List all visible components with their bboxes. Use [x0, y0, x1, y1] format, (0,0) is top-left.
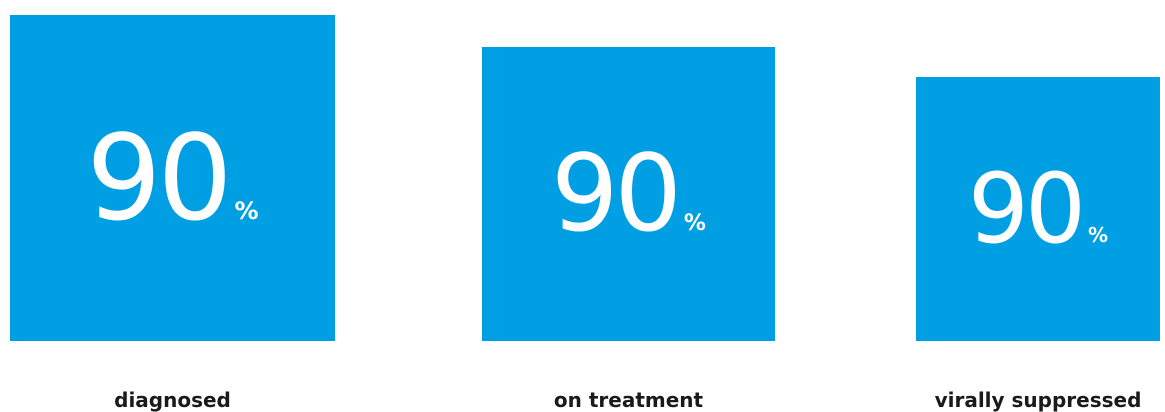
- percent-sign: %: [234, 197, 259, 225]
- target-number: 90: [551, 132, 682, 255]
- target-number: 90: [86, 109, 232, 247]
- target-card-diagnosed: 90 %: [10, 15, 335, 341]
- percent-sign: %: [1088, 223, 1109, 247]
- target-label-on-treatment: on treatment: [553, 388, 704, 412]
- target-label-virally-suppressed: virally suppressed: [934, 388, 1142, 412]
- target-card-on-treatment: 90 %: [482, 47, 775, 341]
- target-value: 90 %: [968, 161, 1108, 257]
- target-value: 90 %: [551, 141, 706, 247]
- target-number: 90: [967, 153, 1086, 265]
- percent-sign: %: [683, 211, 706, 236]
- target-value: 90 %: [86, 119, 258, 237]
- target-card-virally-suppressed: 90 %: [916, 77, 1160, 341]
- target-label-diagnosed: diagnosed: [114, 388, 231, 412]
